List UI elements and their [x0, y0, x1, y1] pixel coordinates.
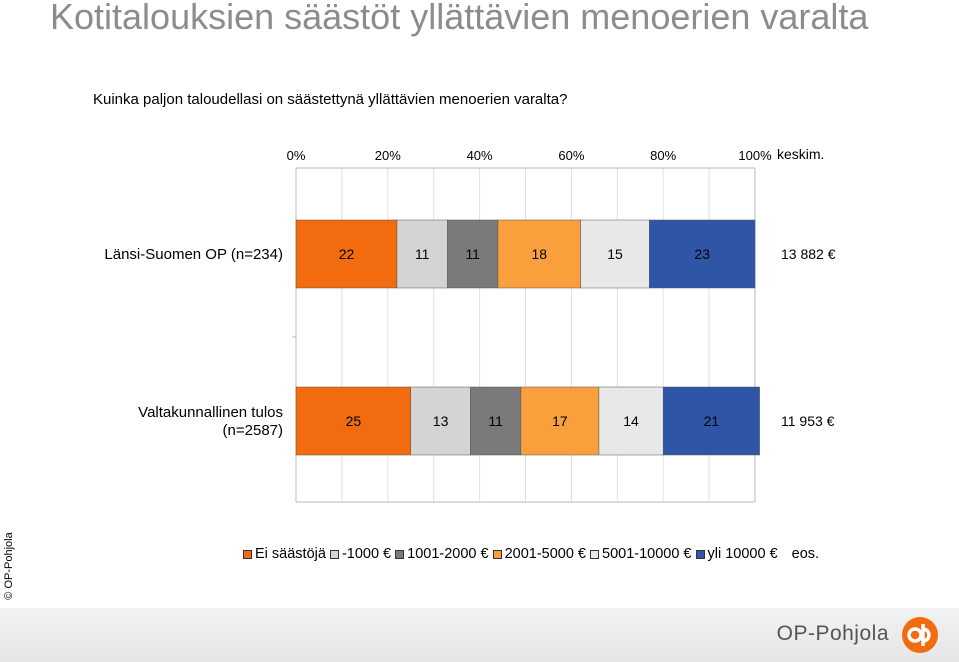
category-label: (n=2587)	[223, 422, 283, 439]
legend-swatch	[590, 549, 599, 559]
bar-segment	[580, 219, 650, 289]
survey-question: Kuinka paljon taloudellasi on säästettyn…	[93, 91, 568, 108]
avg-header: keskim.	[777, 146, 824, 162]
data-label: 17	[552, 413, 568, 429]
legend-label: 1001-2000 €	[407, 546, 489, 562]
data-label: 22	[339, 246, 355, 262]
bar-segment	[662, 386, 760, 456]
legend-label: Ei säästöjä	[255, 546, 326, 562]
category-label: Länsi-Suomen OP (n=234)	[104, 246, 283, 263]
category-label: Valtakunnallinen tulos	[138, 404, 283, 421]
legend-label: 2001-5000 €	[504, 546, 586, 562]
legend-label: 5001-10000 €	[602, 546, 692, 562]
label-layer: 22 11 11 18 15 23 Länsi-Suomen OP (n=234) 13 88…	[104, 246, 835, 439]
data-label: 11	[415, 246, 430, 262]
x-tick-label: 60%	[558, 148, 584, 163]
stacked-bar-chart: 0% 20% 40% 60% 80% 100% keskim. 22 11 11 18 15 23 Lä…	[104, 146, 836, 503]
x-tick-label: 0%	[287, 148, 306, 163]
legend-swatch	[492, 549, 502, 559]
data-label: 14	[623, 413, 639, 429]
data-label: 18	[531, 246, 547, 262]
bar-segment	[295, 219, 398, 289]
bar-segment	[520, 386, 600, 456]
legend-swatch	[695, 549, 705, 559]
brand-name: OP-Pohjola	[776, 622, 889, 645]
bar-segment	[598, 386, 664, 456]
legend-item: 5001-10000 €	[590, 546, 692, 562]
legend-swatch	[243, 549, 252, 559]
legend-swatch	[329, 549, 339, 559]
bar-segment	[410, 386, 471, 456]
legend-item: yli 10000 €	[695, 546, 778, 562]
page-title: Kotitalouksien säästöt yllättävien menoe…	[50, 0, 869, 37]
legend-item: 2001-5000 €	[492, 546, 586, 562]
bar-layer	[295, 219, 760, 456]
legend-label: -1000 €	[341, 546, 392, 562]
bar-segment	[497, 219, 581, 289]
bar-segment	[295, 386, 411, 456]
tick-layer: 0% 20% 40% 60% 80% 100% keskim.	[287, 146, 825, 163]
data-label: 23	[694, 246, 710, 262]
x-tick-label: 100%	[738, 148, 772, 163]
copyright-text: © OP-Pohjola	[3, 532, 15, 600]
data-label: 11	[465, 246, 480, 262]
data-label: 15	[607, 246, 623, 262]
data-label: 25	[346, 413, 362, 429]
data-label: 21	[704, 413, 720, 429]
legend-label: eos.	[791, 546, 820, 562]
legend-label: yli 10000 €	[707, 546, 778, 562]
legend-item: -1000 €	[329, 546, 392, 562]
legend-swatch	[395, 549, 405, 559]
legend-item: Ei säästöjä	[243, 546, 326, 562]
legend: Ei säästöjä -1000 € 1001-2000 € 2001-5000 €…	[243, 546, 823, 562]
op-logo-icon	[902, 617, 938, 653]
data-label: 13	[433, 413, 449, 429]
bar-segment	[396, 219, 448, 289]
x-tick-label: 40%	[467, 148, 493, 163]
legend-item: 1001-2000 €	[395, 546, 489, 562]
x-tick-label: 80%	[650, 148, 676, 163]
bar-segment	[470, 386, 522, 456]
footer-bar: OP-Pohjola	[0, 608, 959, 662]
bar-segment	[649, 219, 756, 289]
avg-value: 13 882 €	[781, 246, 836, 262]
legend-item: eos.	[792, 546, 819, 562]
x-tick-label: 20%	[375, 148, 401, 163]
data-label: 11	[488, 413, 503, 429]
avg-value: 11 953 €	[781, 413, 835, 429]
bar-segment	[447, 219, 499, 289]
